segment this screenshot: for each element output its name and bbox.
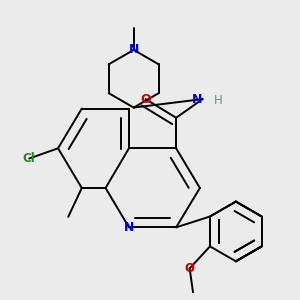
Text: N: N [128, 44, 139, 56]
Text: O: O [140, 93, 151, 106]
Text: N: N [124, 221, 134, 234]
Text: O: O [184, 262, 195, 275]
Text: Cl: Cl [23, 152, 36, 165]
Text: H: H [214, 94, 222, 107]
Text: N: N [192, 93, 203, 106]
